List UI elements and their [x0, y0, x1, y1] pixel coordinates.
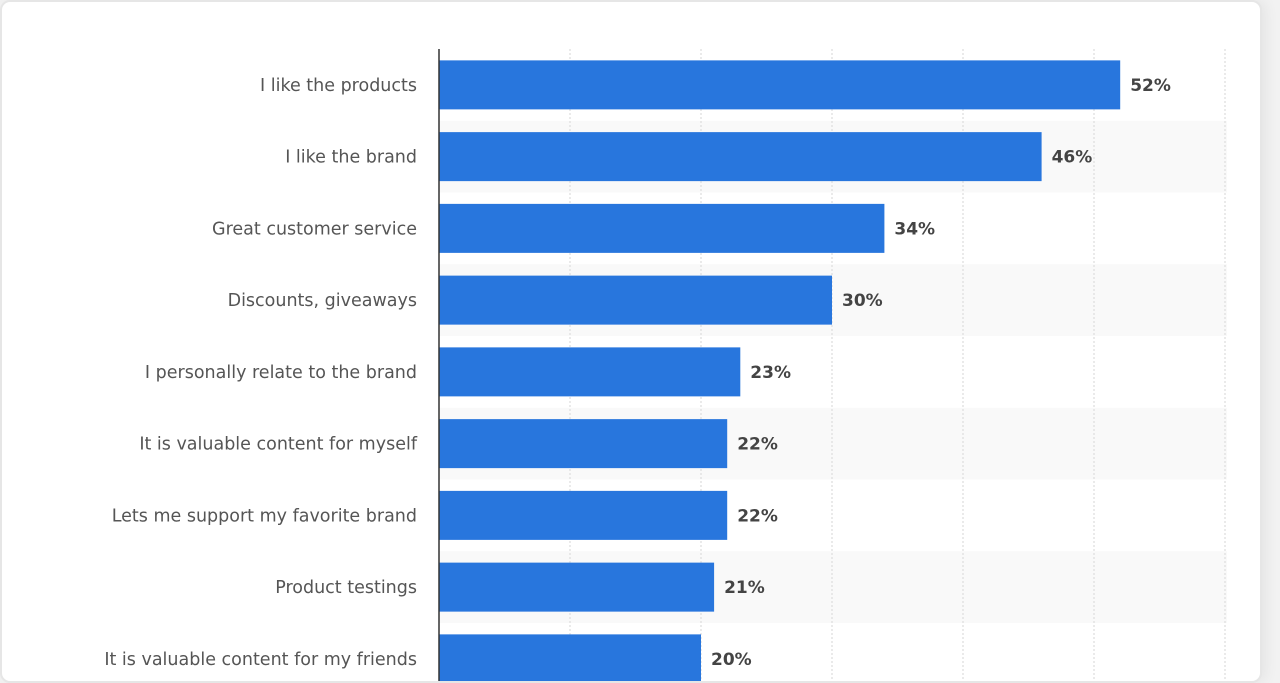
data-label: 22% [737, 506, 778, 526]
category-label: I personally relate to the brand [145, 363, 417, 383]
data-label: 52% [1130, 76, 1171, 96]
category-label: It is valuable content for myself [139, 435, 418, 455]
bar [439, 275, 832, 325]
category-label: I like the products [260, 76, 417, 96]
category-label: Discounts, giveaways [228, 291, 417, 311]
data-label: 23% [750, 363, 791, 383]
bar [439, 419, 728, 469]
data-label: 20% [711, 650, 752, 670]
category-label: Product testings [275, 578, 417, 598]
category-label: It is valuable content for my friends [104, 650, 417, 670]
bar [439, 634, 701, 681]
bar [439, 60, 1121, 110]
bar [439, 132, 1042, 182]
bar [439, 490, 728, 540]
bar [439, 203, 885, 253]
data-label: 46% [1052, 148, 1093, 168]
bar [439, 562, 715, 612]
data-label: 30% [842, 291, 883, 311]
category-label: Great customer service [212, 219, 417, 239]
data-label: 34% [894, 219, 935, 239]
category-label: Lets me support my favorite brand [112, 506, 417, 526]
bar [439, 347, 741, 397]
data-label: 21% [724, 578, 765, 598]
data-label: 22% [737, 435, 778, 455]
category-label: I like the brand [285, 148, 417, 168]
